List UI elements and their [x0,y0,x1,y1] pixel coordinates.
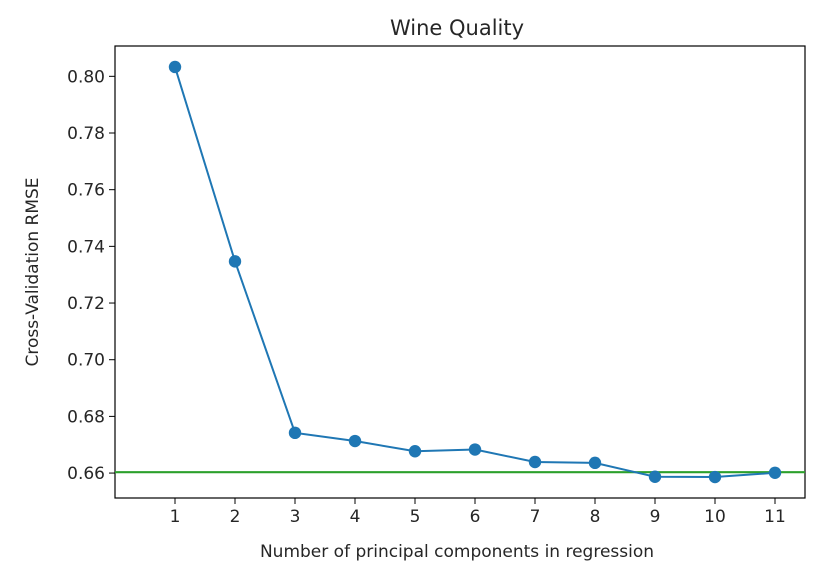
plot-frame [114,45,806,499]
data-point [588,456,602,470]
x-tick-label: 10 [704,507,726,527]
x-tick-label: 9 [650,507,661,527]
y-tick-label: 0.76 [67,181,105,201]
x-tick-label: 7 [530,507,541,527]
y-axis-label: Cross-Validation RMSE [23,177,43,366]
y-tick-label: 0.72 [67,294,105,314]
data-point [468,443,482,456]
y-tick-label: 0.74 [67,237,105,257]
data-point [408,445,422,458]
x-tick-label: 2 [230,507,241,527]
data-point [168,60,182,74]
y-tick-label: 0.66 [67,464,105,484]
y-tick-label: 0.78 [67,124,105,144]
series-line [174,66,776,479]
data-point [648,470,662,483]
x-tick-label: 11 [764,507,786,527]
x-tick-label: 8 [590,507,601,527]
y-tick-label: 0.80 [67,67,105,87]
chart-title: Wine Quality [390,16,524,40]
plot-area: 0.66 0.68 0.70 0.72 0.74 0.76 0.78 0.80 1 2 3 4 5 6 7 8… [67,45,806,527]
data-point [528,455,542,469]
y-tick-label: 0.68 [67,407,105,427]
x-tick-label: 1 [170,507,181,527]
data-point [348,434,362,448]
data-point [228,255,242,268]
x-tick-label: 4 [350,507,361,527]
data-point [768,466,782,479]
x-axis-label: Number of principal components in regres… [260,542,654,562]
y-tick-label: 0.70 [67,351,105,371]
x-tick-label: 3 [290,507,301,527]
data-point [708,470,722,484]
x-tick-label: 5 [410,507,421,527]
x-tick-label: 6 [470,507,481,527]
data-point [288,426,302,440]
